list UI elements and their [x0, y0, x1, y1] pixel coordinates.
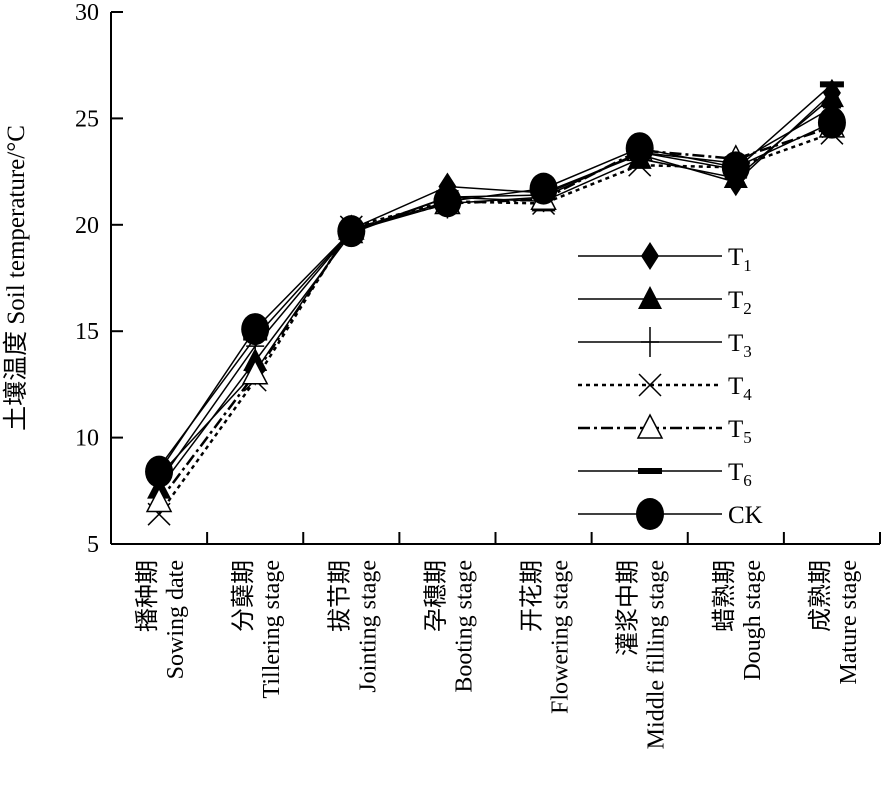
x-tick-label-en: Dough stage [740, 560, 766, 681]
x-ticks: 播种期 Sowing date 分蘖期 Tillering stage 拔节期 Joint… [110, 532, 881, 749]
legend-label-main: T [728, 244, 743, 271]
x-tick-label-zh: 蜡熟期 [711, 560, 738, 632]
x-tick-label-en: Jointing stage [355, 560, 381, 693]
series-line [158, 132, 833, 515]
legend-label-sub: 5 [743, 428, 752, 447]
x-tick-label-en: Middle filling stage [644, 560, 670, 749]
series-line [158, 121, 833, 473]
legend-marker [641, 242, 659, 270]
legend-marker [636, 498, 664, 530]
legend-label-sub: 2 [743, 299, 752, 318]
x-tick-label-en: Mature stage [836, 560, 862, 685]
data-point [145, 455, 174, 488]
data-point [817, 106, 846, 139]
legend-label-main: T [728, 330, 743, 357]
legend-label: T4 [728, 373, 752, 404]
x-tick-label-zh: 开花期 [519, 560, 546, 632]
legend-item: T1 [578, 242, 752, 275]
series-line [158, 96, 833, 490]
legend-label: CK [728, 502, 763, 529]
legend-item: T6 [578, 459, 752, 490]
x-tick-label-zh: 成熟期 [807, 560, 834, 632]
x-tick-label-en: Flowering stage [548, 560, 574, 714]
legend-marker [638, 373, 662, 397]
x-tick-label-zh: 灌浆中期 [615, 560, 642, 656]
series-line [158, 107, 833, 483]
data-point [625, 132, 654, 165]
legend-marker [638, 468, 662, 474]
x-tick-label-en: Tillering stage [259, 560, 285, 698]
legend-label: T3 [728, 330, 752, 361]
y-tick-label: 25 [75, 106, 99, 132]
legend-label-sub: 1 [743, 256, 752, 275]
legend-label-main: T [728, 416, 743, 443]
axes [110, 12, 880, 545]
legend-label-sub: 6 [743, 471, 752, 490]
legend-item: T4 [578, 373, 752, 404]
y-ticks: 5 10 15 20 25 30 [75, 0, 123, 558]
legend-label-main: CK [728, 502, 763, 529]
series-layer [145, 78, 846, 526]
y-tick-label: 5 [87, 532, 99, 558]
x-tick-label-zh: 分蘖期 [230, 560, 257, 632]
series-line [158, 83, 833, 468]
y-axis-label: 土壤温度 Soil temperature/°C [2, 125, 30, 431]
y-tick-label: 15 [75, 319, 99, 345]
x-tick-label-zh: 孕穗期 [422, 560, 449, 632]
legend-label-main: T [728, 287, 743, 314]
legend-label-sub: 3 [743, 342, 752, 361]
legend-label: T2 [728, 287, 752, 318]
series-line [158, 125, 833, 503]
legend-marker [641, 327, 659, 357]
legend-label: T1 [728, 244, 752, 275]
series-t6 [147, 81, 844, 471]
data-point [819, 81, 844, 88]
y-tick-label: 20 [75, 213, 99, 239]
data-point [241, 313, 270, 346]
legend-label: T5 [728, 416, 752, 447]
data-point [145, 486, 173, 513]
y-tick-label: 10 [75, 426, 99, 452]
x-tick-label-en: Booting stage [451, 560, 477, 693]
x-tick-label-zh: 拔节期 [326, 560, 353, 632]
legend-label-main: T [728, 373, 743, 400]
legend-label-main: T [728, 459, 743, 486]
x-tick-label-zh: 播种期 [134, 560, 161, 632]
series-ck [145, 106, 846, 488]
data-point [721, 151, 750, 184]
data-point [529, 172, 558, 205]
legend-item: T5 [578, 413, 752, 447]
legend-item: T3 [578, 327, 752, 361]
legend-label-sub: 4 [743, 385, 752, 404]
x-tick-label-en: Sowing date [163, 560, 189, 679]
legend-item: CK [578, 498, 763, 530]
y-tick-label: 30 [75, 0, 99, 26]
legend-item: T2 [578, 286, 752, 318]
data-point [241, 359, 269, 385]
data-point [433, 185, 462, 218]
data-point [337, 215, 366, 248]
legend-marker [638, 286, 662, 309]
legend-marker [636, 413, 664, 439]
legend-label: T6 [728, 459, 752, 490]
